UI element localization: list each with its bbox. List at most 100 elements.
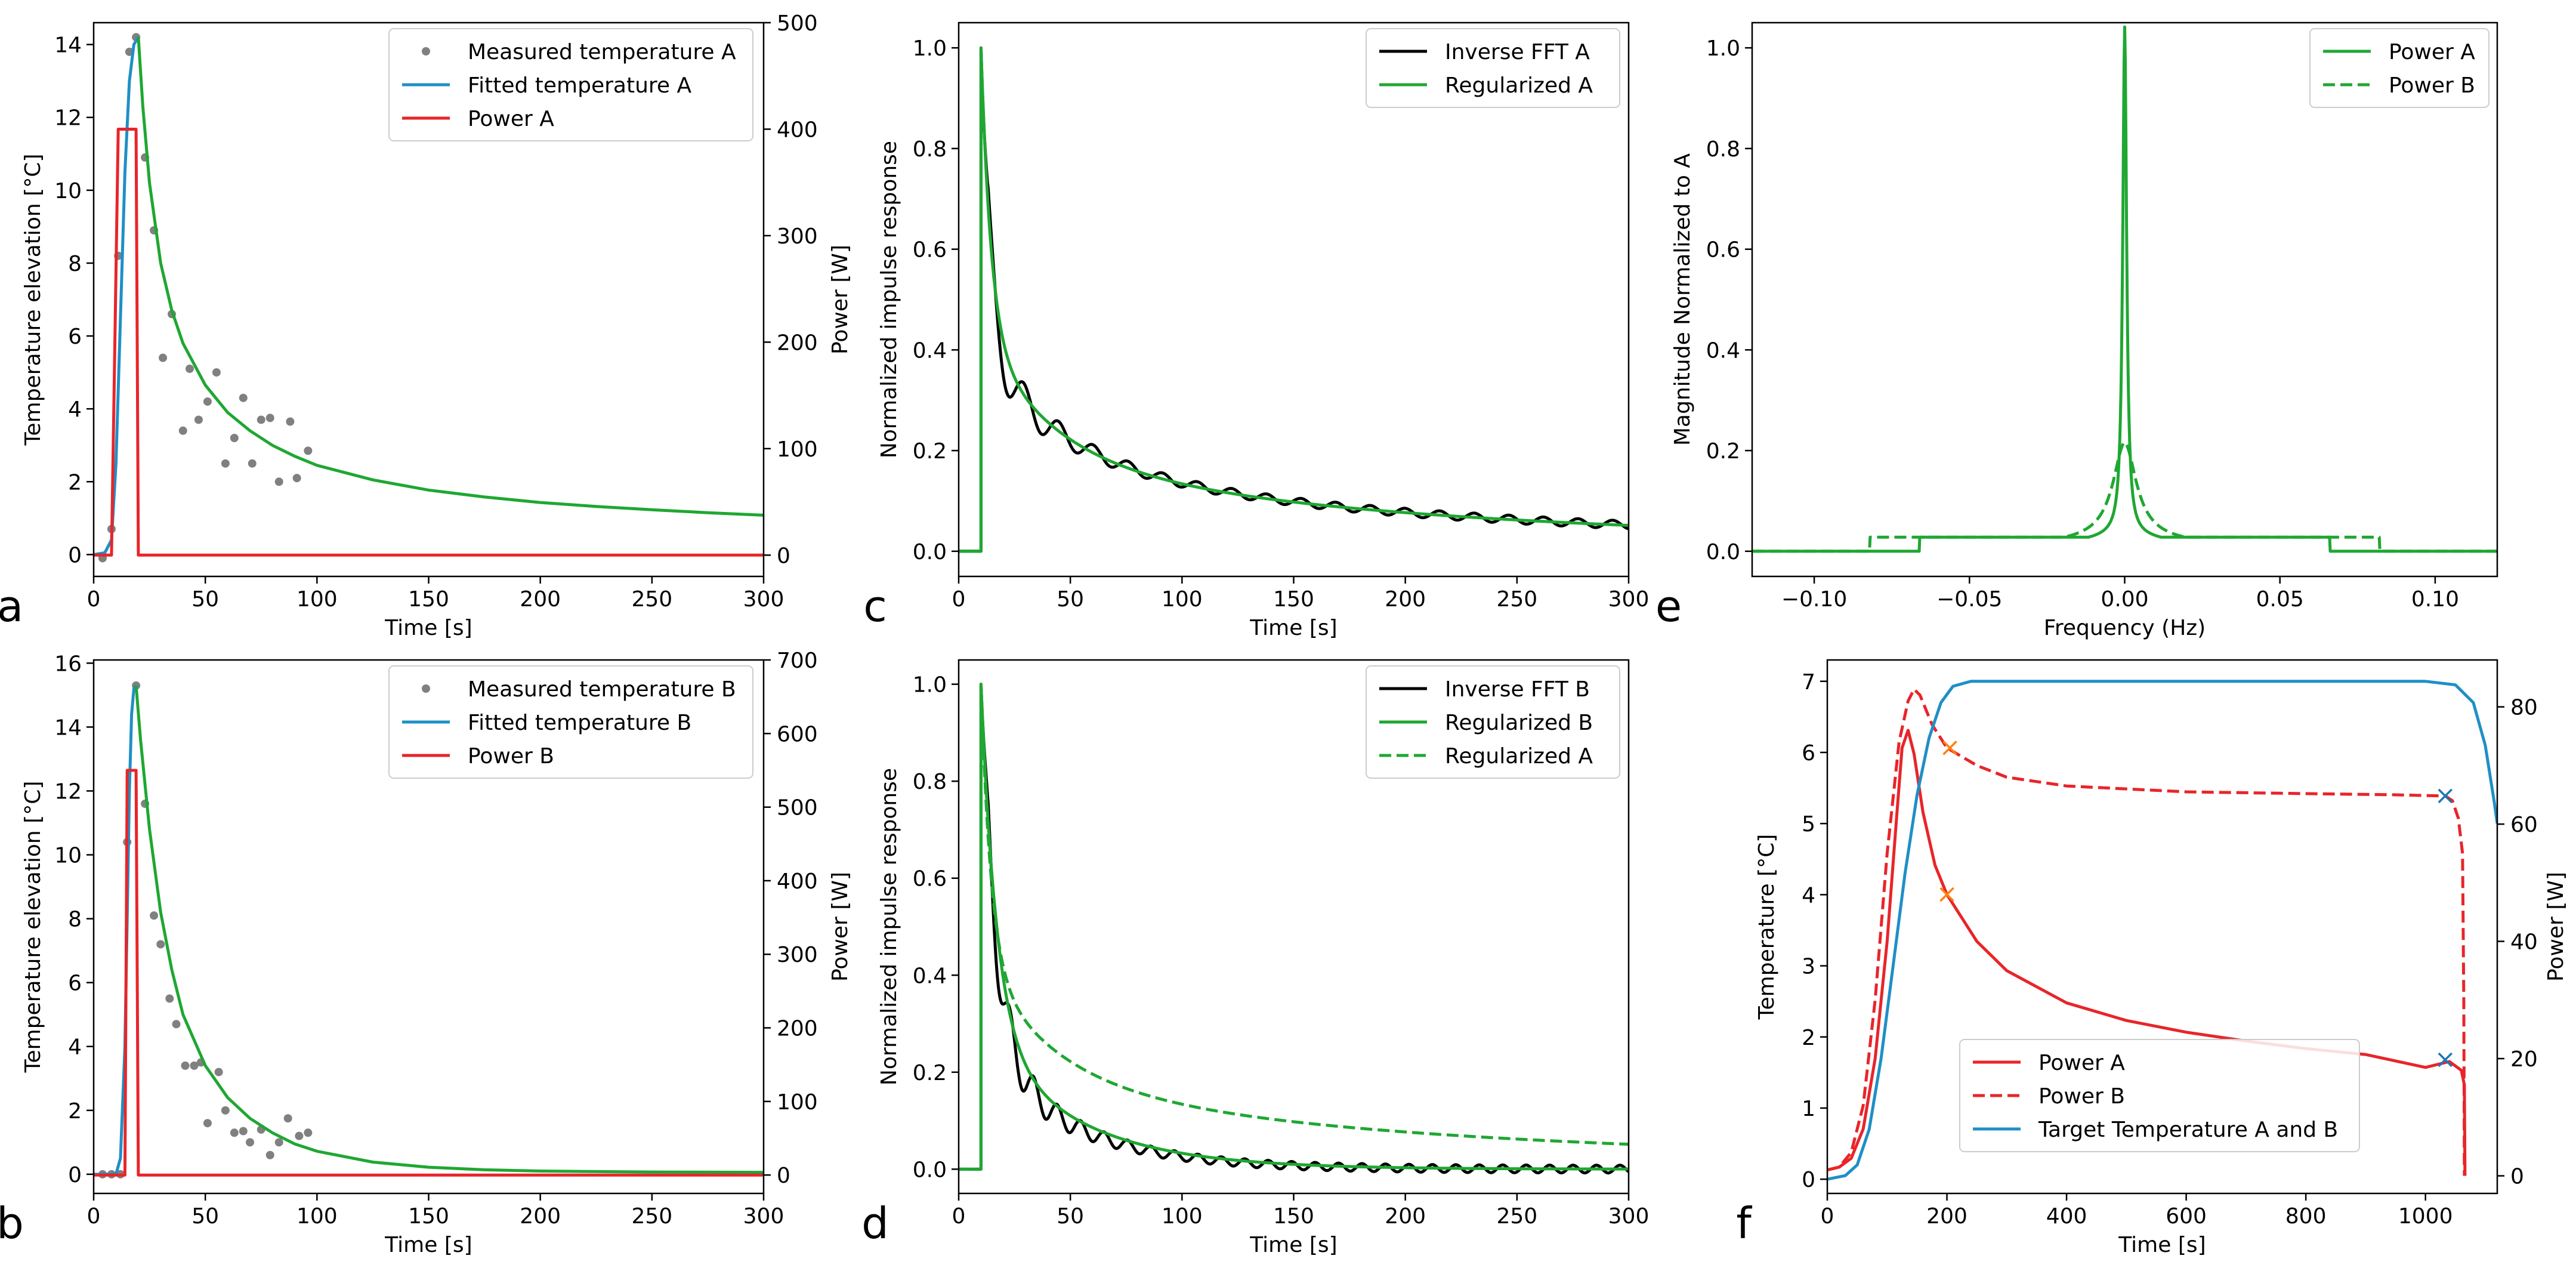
y-tick-label: 0 (1802, 1168, 1815, 1192)
series-regularized-a-line (959, 683, 1629, 1171)
legend-label: Power A (2389, 40, 2475, 64)
axes-frame (957, 659, 1630, 1195)
data-point (257, 415, 265, 424)
x-marker (2438, 1052, 2453, 1068)
x-tick-label: 250 (1496, 1204, 1537, 1229)
series-target-temperature-a-and-b-line (1827, 680, 2497, 1181)
y-tick-label: 2 (1802, 1026, 1815, 1050)
x-tick-label: 0 (952, 1204, 966, 1229)
y-tick-label: 0.2 (913, 1061, 947, 1085)
data-point (274, 1138, 283, 1147)
y-tick-label: 0.4 (1706, 338, 1740, 363)
x-axis-label: Time [s] (1249, 616, 1337, 640)
x-axis-label: Time [s] (384, 1233, 472, 1257)
y2-tick-label: 400 (777, 869, 818, 894)
series-power-b-line (94, 769, 764, 1177)
y-tick-label: 12 (54, 106, 82, 131)
panel-c: 0 50 100 150 200 250 300 0.0 0.2 0.4 0.6 0.8 1.0 Time… (863, 21, 1650, 640)
data-point (150, 911, 159, 920)
legend-label: Regularized A (1445, 744, 1593, 769)
y-tick-label: 2 (68, 1099, 82, 1124)
y-tick-label: 1.0 (913, 36, 947, 61)
legend-label: Regularized B (1445, 711, 1593, 735)
y-tick-label: 10 (54, 179, 82, 203)
y-axis-label: Normalized impulse response (877, 141, 901, 458)
x-tick-label: 150 (1273, 1204, 1314, 1229)
y-tick-label: 8 (68, 252, 82, 276)
legend: Inverse FFT A Regularized A (1366, 28, 1620, 108)
legend-label: Target Temperature A and B (2038, 1118, 2338, 1142)
y-tick-label: 0.0 (913, 540, 947, 564)
data-point (230, 434, 239, 442)
y-axis-label: Temperature [°C] (1755, 834, 1779, 1020)
x-axis-label: Time [s] (384, 616, 472, 640)
y2-axis-label: Power [W] (828, 872, 853, 982)
y-tick-label: 4 (68, 1035, 82, 1060)
y-tick-label: 0.4 (913, 964, 947, 988)
x-tick-label: 300 (743, 587, 784, 612)
x-tick-label: 300 (1608, 1204, 1650, 1229)
data-point (239, 1127, 248, 1136)
data-point (203, 1119, 212, 1128)
y-tick-label: 10 (54, 844, 82, 868)
data-point (221, 459, 230, 468)
data-point (265, 414, 274, 422)
y2-tick-label: 80 (2510, 696, 2538, 720)
legend-label: Measured temperature A (468, 40, 736, 64)
plot-area (1827, 680, 2497, 1181)
x-tick-label: 0.00 (2101, 587, 2148, 612)
legend-label: Power B (2389, 73, 2475, 98)
y-tick-label: 3 (1802, 955, 1815, 979)
y-tick-label: 0.0 (913, 1158, 947, 1182)
panel-letter: a (0, 581, 23, 631)
data-point (230, 1128, 239, 1137)
x-tick-label: 50 (1057, 587, 1084, 612)
x-axis-label: Time [s] (1249, 1233, 1337, 1257)
y-tick-label: 0 (68, 1163, 82, 1187)
data-point (286, 417, 295, 426)
panel-d: 0 50 100 150 200 250 300 0.0 0.2 0.4 0.6 0.8 1.0 Time… (861, 659, 1650, 1257)
panel-letter: b (0, 1198, 24, 1248)
y-tick-label: 0.8 (913, 770, 947, 794)
y-tick-label: 7 (1802, 670, 1815, 695)
data-point (203, 397, 212, 406)
plot-area (959, 46, 1629, 553)
x-tick-label: 300 (1608, 587, 1650, 612)
data-point (181, 1061, 190, 1070)
panel-letter: e (1655, 581, 1682, 631)
x-tick-label: 100 (1162, 587, 1203, 612)
legend-box (1366, 665, 1620, 779)
x-tick-label: −0.10 (1781, 587, 1847, 612)
data-point (304, 1128, 313, 1137)
legend-label: Fitted temperature A (468, 73, 691, 98)
x-tick-label: 200 (1385, 1204, 1426, 1229)
legend-box (1959, 1039, 2360, 1152)
y2-tick-label: 100 (777, 1090, 818, 1115)
legend-label: Inverse FFT A (1445, 40, 1590, 64)
y2-tick-label: 600 (777, 722, 818, 746)
y2-tick-label: 0 (777, 1164, 790, 1188)
legend-label: Power A (2038, 1051, 2125, 1075)
plot-area (94, 33, 764, 563)
data-point (214, 1068, 223, 1076)
y-tick-label: 8 (68, 908, 82, 932)
data-point (292, 474, 301, 483)
y2-tick-label: 0 (777, 544, 790, 568)
y2-tick-label: 40 (2510, 930, 2538, 955)
x-tick-label: 50 (191, 587, 219, 612)
data-point (274, 477, 283, 486)
x-tick-label: 0 (87, 587, 101, 612)
y-tick-label: 4 (1802, 883, 1815, 908)
y2-tick-label: 300 (777, 224, 818, 249)
x-tick-label: 200 (1385, 587, 1426, 612)
y2-tick-label: 20 (2510, 1047, 2538, 1072)
x-tick-label: 200 (1926, 1204, 1967, 1229)
legend-marker (422, 47, 430, 55)
y-tick-label: 6 (68, 325, 82, 349)
axes-frame (1751, 21, 2498, 578)
legend-box (388, 665, 753, 779)
y-tick-label: 1 (1802, 1097, 1815, 1121)
x-tick-label: 200 (520, 1204, 561, 1229)
y-tick-label: 1.0 (1706, 36, 1740, 61)
